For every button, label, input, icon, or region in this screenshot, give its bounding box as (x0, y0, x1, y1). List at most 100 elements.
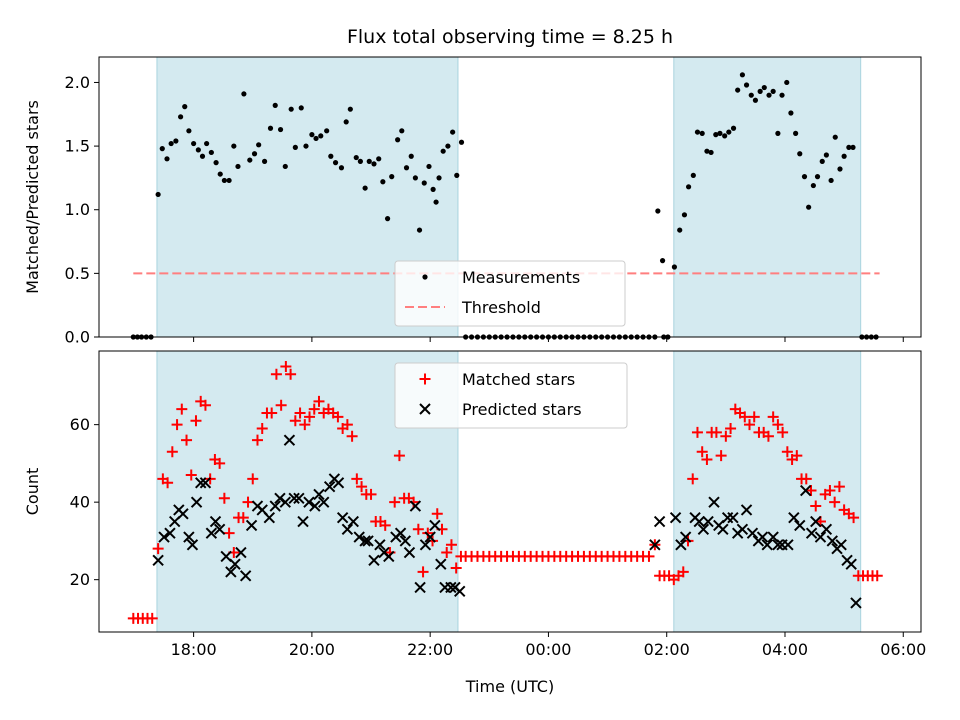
predicted-star-point (283, 434, 296, 446)
measurement-point (371, 161, 377, 167)
predicted-star-point (279, 496, 291, 508)
predicted-star-point (190, 496, 203, 508)
x-tick-label: 06:00 (880, 640, 926, 659)
observing-windows (156, 350, 862, 633)
plot-frame (98, 350, 922, 633)
predicted-star-point (318, 496, 330, 508)
measurement-point (775, 130, 781, 136)
matched-star-point (744, 419, 756, 431)
matched-star-point (275, 399, 287, 411)
measurement-point (366, 158, 372, 164)
predicted-star-point (359, 535, 371, 547)
measurement-point (655, 208, 661, 214)
predicted-star-point (213, 523, 226, 535)
matched-star-point (247, 473, 259, 485)
x-tick-label: 18:00 (171, 640, 217, 659)
matched-star-point (251, 434, 263, 446)
matched-star-point (199, 399, 211, 411)
measurement-point (726, 129, 732, 135)
matched-star-point (871, 570, 883, 582)
matched-star-point (701, 454, 713, 466)
measurement-point (403, 165, 410, 171)
legend-label: Threshold (461, 298, 541, 317)
predicted-star-point (177, 508, 189, 520)
predicted-star-point (225, 566, 237, 578)
matched-star-point (332, 411, 344, 423)
predicted-star-point (435, 558, 447, 570)
measurement-point (757, 88, 763, 94)
matched-star-point (162, 477, 174, 489)
measurement-point (332, 160, 339, 166)
measurement-point (440, 148, 446, 154)
x-tick-label: 04:00 (762, 640, 808, 659)
measurement-point (362, 185, 368, 191)
measurement-point (384, 216, 391, 222)
measurement-point (819, 158, 825, 164)
measurement-point (454, 172, 460, 178)
matched-star-point (677, 566, 689, 578)
measurement-point (433, 199, 439, 205)
measurement-point (204, 140, 210, 147)
matched-star-point (313, 395, 325, 407)
measurement-point (353, 154, 359, 161)
predicted-star-point (269, 500, 281, 512)
measurement-point (408, 153, 414, 159)
predicted-star-point (675, 539, 687, 551)
y-tick-label: 0.5 (65, 264, 90, 283)
matched-star-point (351, 473, 363, 485)
measurement-point (261, 158, 268, 164)
matched-star-point (152, 543, 164, 555)
matched-star-point (810, 500, 822, 512)
measurement-point (282, 163, 288, 170)
predicted-star-point (653, 515, 666, 528)
measurement-point (217, 171, 223, 177)
measurement-point (313, 135, 319, 142)
predicted-star-point (717, 523, 729, 535)
predicted-star-point (341, 523, 354, 535)
matched-star-point (270, 368, 282, 380)
y-tick-label: 1.5 (65, 137, 90, 156)
measurement-point (704, 148, 710, 154)
measurement-point (681, 212, 688, 218)
legend-marker-predicted (419, 403, 431, 415)
measurement-point (828, 177, 834, 184)
measurement-point (788, 110, 794, 116)
measurement-point (182, 104, 188, 110)
measurement-point (208, 149, 214, 156)
matched-star-point (739, 411, 751, 423)
y-tick-label: 20 (70, 570, 90, 589)
predicted-star-point (794, 519, 806, 532)
measurement-point (168, 140, 174, 147)
measurement-point (159, 146, 165, 152)
y-ticks: 20 40 60 (70, 415, 99, 589)
measurement-point (416, 227, 423, 233)
predicted-star-point (424, 531, 436, 543)
predicted-star-point (810, 515, 822, 528)
matched-star-point (450, 562, 462, 574)
matched-star-point (720, 430, 732, 442)
matched-star-point (833, 481, 845, 493)
measurement-point (685, 184, 692, 190)
measurement-point (717, 130, 723, 136)
measurement-point (155, 191, 161, 198)
matched-star-point (190, 415, 202, 427)
measurement-point (328, 153, 334, 159)
matched-star-point (176, 403, 188, 415)
matched-star-point (285, 368, 297, 380)
predicted-star-point (323, 480, 336, 493)
measurement-point (247, 157, 253, 163)
measurement-point (832, 134, 838, 140)
measurement-point (445, 143, 451, 149)
measurement-point (458, 139, 465, 145)
predicted-star-point (429, 519, 441, 532)
measurement-point (850, 144, 856, 150)
predicted-star-point (186, 539, 199, 551)
measurement-point (677, 227, 683, 233)
y-axis-label: Count (23, 468, 42, 516)
legend-marker-measurements (422, 274, 428, 280)
predicted-star-point (788, 511, 800, 524)
matched-star-point (389, 496, 401, 508)
measurement-point (690, 172, 696, 178)
measurement-point (256, 142, 262, 148)
measurement-point (277, 126, 284, 133)
